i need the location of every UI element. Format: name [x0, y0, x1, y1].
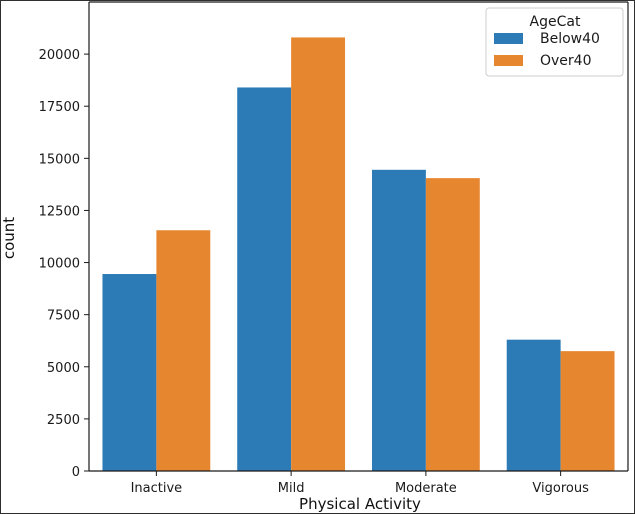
y-tick-label: 10000 [39, 257, 80, 272]
y-axis-label: count [0, 217, 18, 259]
x-tick-label: Mild [278, 481, 305, 496]
legend-swatch-over40 [494, 55, 523, 66]
bars-group [102, 37, 615, 472]
y-tick-label: 7500 [47, 309, 80, 324]
bar-moderate-over40 [425, 178, 480, 471]
legend-label-below40: Below40 [540, 31, 600, 47]
bar-mild-below40 [237, 87, 292, 472]
x-tick-label: Moderate [395, 481, 457, 496]
bar-inactive-below40 [102, 274, 157, 471]
y-tick-label: 20000 [39, 48, 80, 63]
bar-moderate-below40 [371, 169, 426, 472]
bar-vigorous-below40 [506, 339, 561, 471]
y-axis-ticks: 0 2500 5000 7500 10000 12500 15000 17500 20000 [39, 48, 89, 480]
bar-inactive-over40 [156, 230, 211, 471]
y-tick-label: 17500 [39, 100, 80, 115]
legend-title: AgeCat [530, 14, 581, 30]
x-tick-label: Inactive [131, 481, 183, 496]
legend-swatch-below40 [494, 33, 523, 44]
y-tick-label: 0 [72, 465, 80, 480]
y-tick-label: 2500 [47, 413, 80, 428]
x-axis-label: Physical Activity [299, 495, 421, 513]
legend-label-over40: Over40 [540, 53, 592, 69]
y-tick-label: 12500 [39, 204, 80, 219]
y-tick-label: 15000 [39, 152, 80, 167]
bar-vigorous-over40 [560, 351, 615, 471]
y-tick-label: 5000 [47, 361, 80, 376]
x-tick-label: Vigorous [532, 481, 589, 496]
legend: AgeCat Below40 Over40 [485, 7, 624, 77]
x-axis-ticks: Inactive Mild Moderate Vigorous [131, 471, 589, 496]
bar-mild-over40 [291, 37, 346, 471]
